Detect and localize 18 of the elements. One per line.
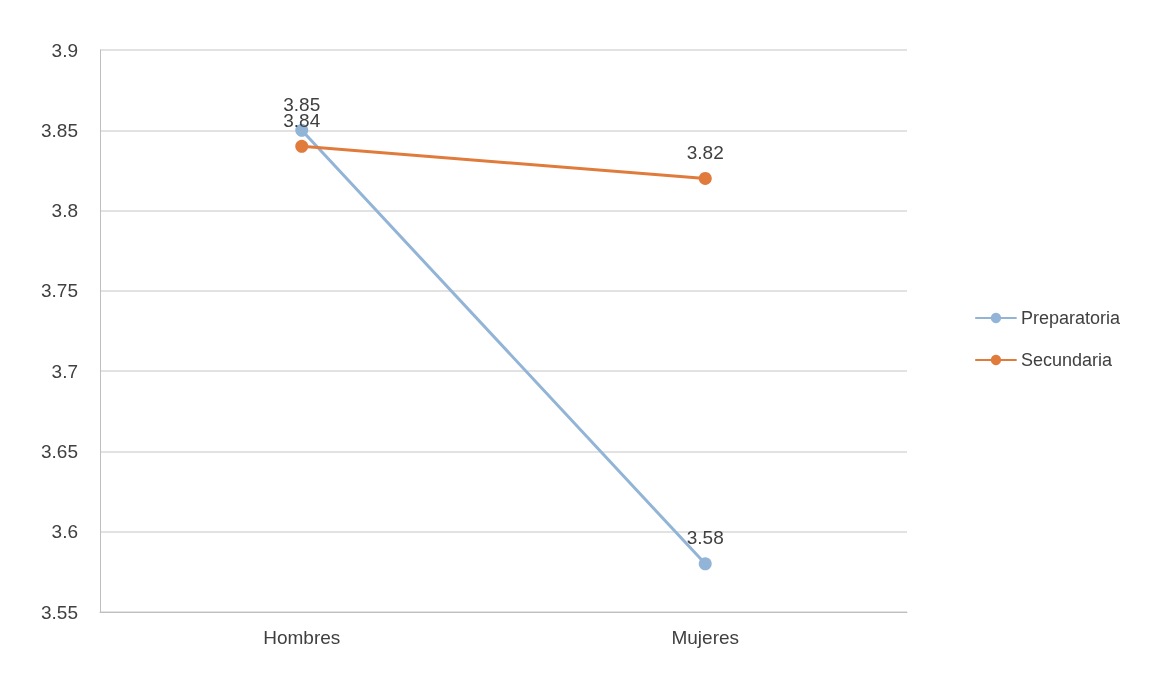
point <box>295 139 309 153</box>
legend-label: Secundaria <box>1020 350 1113 370</box>
x-tick-label: Mujeres <box>671 627 740 648</box>
y-tick-label: 3.85 <box>41 119 78 141</box>
y-tick-label: 3.6 <box>51 521 78 543</box>
data-label: 3.58 <box>686 527 724 549</box>
y-tick-label: 3.65 <box>41 440 78 462</box>
y-tick-label: 3.8 <box>51 200 78 222</box>
y-tick-label: 3.7 <box>51 360 78 382</box>
data-label: 3.85 <box>283 93 321 115</box>
y-tick-label: 3.75 <box>41 280 78 302</box>
y-tick-label: 3.9 <box>51 39 78 61</box>
x-tick-label: Hombres <box>263 627 341 648</box>
point <box>698 557 712 571</box>
y-tick-label: 3.55 <box>41 601 78 623</box>
data-label: 3.82 <box>686 141 724 163</box>
legend-label: Preparatoria <box>1020 308 1121 328</box>
point <box>698 171 712 185</box>
